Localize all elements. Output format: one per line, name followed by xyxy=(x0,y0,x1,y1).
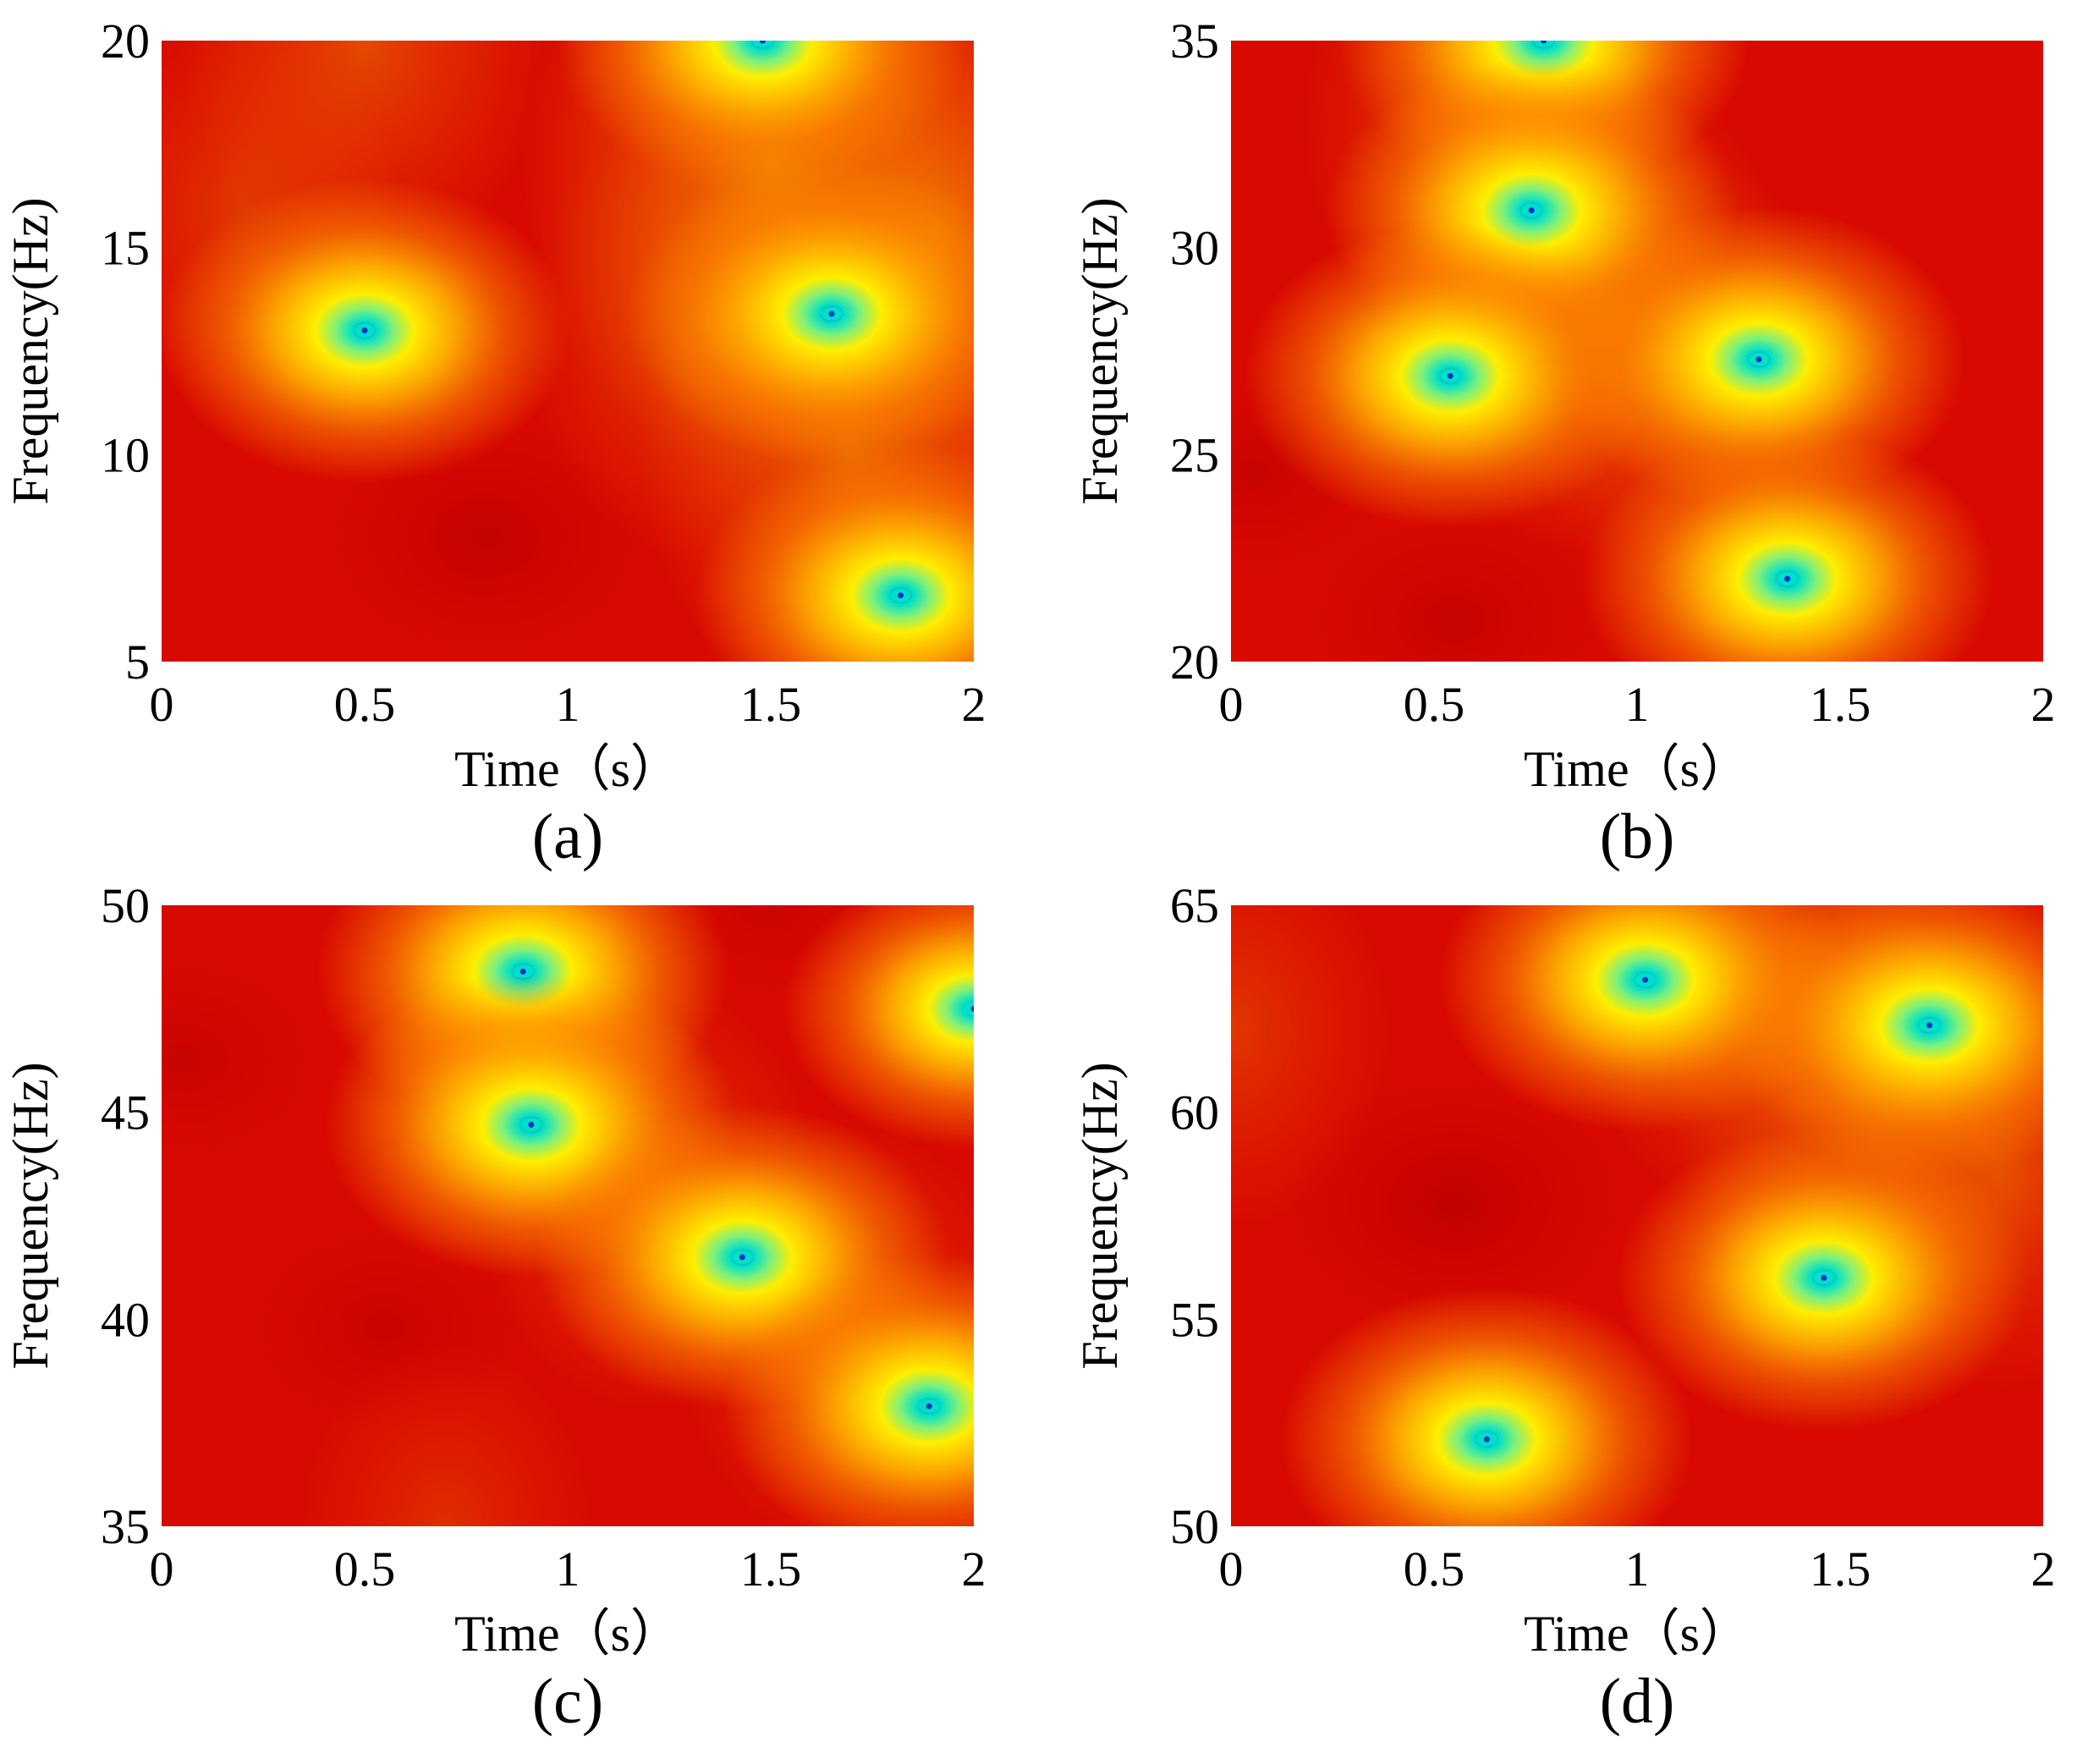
y-tick-label: 55 xyxy=(1170,1292,1219,1347)
x-tick-label: 0 xyxy=(150,1541,174,1596)
heatmap-area xyxy=(162,41,974,662)
energy-peak xyxy=(723,1254,974,1526)
y-tick-label: 45 xyxy=(101,1085,150,1140)
y-tick-label: 35 xyxy=(1170,14,1219,69)
x-tick-label: 1 xyxy=(556,1541,580,1596)
energy-region xyxy=(1231,905,1390,1228)
x-tick-label: 0.5 xyxy=(334,677,396,732)
x-axis-label: Time（s） xyxy=(1524,1606,1750,1662)
energy-peak-center xyxy=(1926,1022,1933,1029)
x-tick-label: 0.5 xyxy=(1404,677,1465,732)
panel-caption: (a) xyxy=(532,801,603,872)
energy-peak xyxy=(1581,426,1993,662)
energy-peak-core xyxy=(752,41,773,47)
x-tick-label: 2 xyxy=(962,1541,986,1596)
energy-peak-center xyxy=(1541,41,1547,44)
x-tick-label: 2 xyxy=(2031,1541,2056,1596)
x-tick-label: 1.5 xyxy=(740,677,802,732)
energy-peak-center xyxy=(828,310,835,317)
x-tick-label: 1 xyxy=(556,677,580,732)
x-tick-label: 0 xyxy=(1219,1541,1244,1596)
x-tick-label: 1.5 xyxy=(1810,1541,1871,1596)
x-axis-label: Time（s） xyxy=(454,1606,681,1662)
energy-peak xyxy=(626,162,974,466)
x-tick-label: 0 xyxy=(150,677,174,732)
y-tick-label: 25 xyxy=(1170,427,1219,482)
panel-d: 0 0.5 1 1.5 2 50 55 60 65 Time（s） Frequency(Hz) (d) xyxy=(1072,878,2056,1737)
energy-peak-center xyxy=(1784,575,1791,582)
y-tick-label: 50 xyxy=(101,878,150,933)
panel-a: 0 0.5 1 1.5 2 5 10 15 20 Time（s） Frequency(Hz) (a) xyxy=(3,14,986,872)
energy-peak-center xyxy=(361,327,368,334)
energy-peak-center xyxy=(926,1403,932,1410)
energy-peak-core xyxy=(964,1002,974,1016)
x-tick-label: 2 xyxy=(962,677,986,732)
y-tick-label: 20 xyxy=(1170,635,1219,690)
y-tick-label: 60 xyxy=(1170,1085,1219,1140)
y-tick-label: 30 xyxy=(1170,221,1219,276)
x-tick-label: 1.5 xyxy=(1810,677,1871,732)
energy-region xyxy=(299,1344,592,1526)
energy-peak-center xyxy=(898,592,904,599)
energy-peak-center xyxy=(1642,976,1649,983)
energy-peak xyxy=(695,442,974,662)
panel-c: 0 0.5 1 1.5 2 35 40 45 50 Time（s） Frequency(Hz) (c) xyxy=(3,878,986,1737)
y-tick-label: 65 xyxy=(1170,878,1219,933)
energy-peak xyxy=(557,41,969,193)
y-tick-label: 35 xyxy=(101,1499,150,1554)
x-tick-label: 1 xyxy=(1625,677,1650,732)
low-energy-region xyxy=(1279,1072,1629,1335)
y-tick-label: 5 xyxy=(125,635,150,690)
x-tick-label: 0.5 xyxy=(1404,1541,1465,1596)
energy-peak-center xyxy=(759,41,766,44)
energy-peak-core xyxy=(1533,41,1554,47)
heatmap-area xyxy=(1231,41,2043,662)
panel-caption: (d) xyxy=(1600,1666,1675,1737)
y-tick-label: 40 xyxy=(101,1292,150,1347)
panel-b: 0 0.5 1 1.5 2 20 25 30 35 Time（s） Frequency(Hz) (b) xyxy=(1072,14,2056,872)
low-energy-region xyxy=(162,952,324,1166)
heatmap-area xyxy=(162,905,974,1526)
energy-peak-center xyxy=(1756,356,1762,363)
energy-peak-center xyxy=(1528,207,1535,214)
energy-peak-center xyxy=(528,1121,535,1128)
energy-peak xyxy=(1281,1287,1693,1526)
y-axis-label: Frequency(Hz) xyxy=(1072,1062,1128,1369)
panel-caption: (c) xyxy=(532,1666,603,1737)
y-axis-label: Frequency(Hz) xyxy=(3,197,58,504)
energy-peak-center xyxy=(970,1005,974,1012)
y-tick-label: 10 xyxy=(101,427,150,482)
energy-peak-center xyxy=(1483,1436,1490,1443)
y-tick-label: 50 xyxy=(1170,1499,1219,1554)
panel-caption: (b) xyxy=(1600,801,1675,872)
y-tick-label: 15 xyxy=(101,221,150,276)
x-tick-label: 0 xyxy=(1219,677,1244,732)
x-tick-label: 1 xyxy=(1625,1541,1650,1596)
energy-peak-center xyxy=(739,1254,745,1261)
y-axis-label: Frequency(Hz) xyxy=(3,1062,58,1369)
heatmap-area xyxy=(1231,905,2043,1526)
energy-peak xyxy=(783,905,974,1150)
energy-peak-center xyxy=(1821,1274,1827,1281)
y-axis-label: Frequency(Hz) xyxy=(1072,197,1128,504)
energy-peak xyxy=(1723,905,2043,1178)
x-tick-label: 0.5 xyxy=(334,1541,396,1596)
y-tick-label: 20 xyxy=(101,14,150,69)
x-tick-label: 1.5 xyxy=(740,1541,802,1596)
x-tick-label: 2 xyxy=(2031,677,2056,732)
energy-peak-center xyxy=(1447,372,1453,379)
x-axis-label: Time（s） xyxy=(454,741,681,797)
x-axis-label: Time（s） xyxy=(1524,741,1750,797)
low-energy-region xyxy=(1301,505,1607,662)
